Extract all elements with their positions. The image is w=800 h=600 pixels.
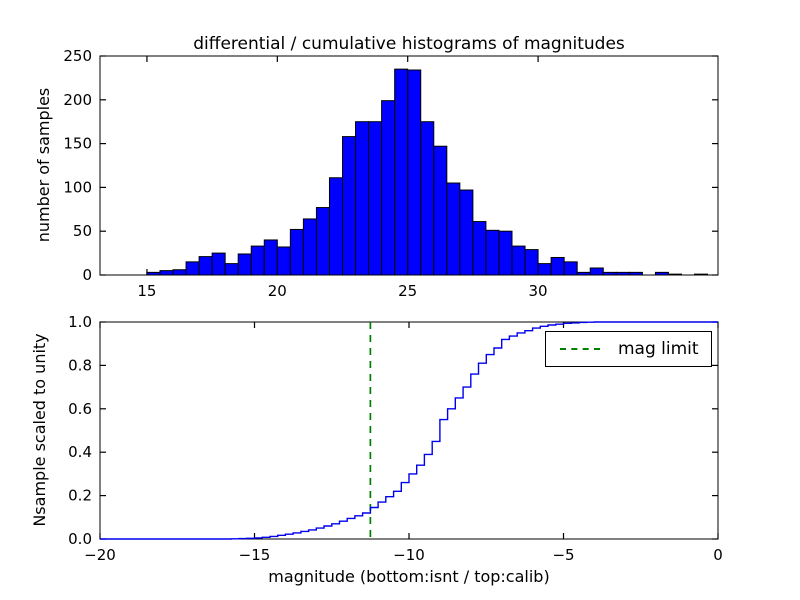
histogram-bar — [198, 256, 213, 276]
bottom-plot-axes-xtick-label: −10 — [393, 546, 425, 564]
bottom-plot-axes-xtick-label: −5 — [552, 546, 574, 564]
histogram-bar — [211, 252, 226, 276]
top-plot-axes-ytick-label: 0 — [82, 266, 92, 284]
histogram-bar — [146, 271, 161, 276]
histogram-bar — [315, 207, 330, 276]
top-plot-axes-xtick-label: 20 — [268, 282, 287, 300]
histogram-bar — [368, 121, 383, 276]
histogram-bar — [289, 228, 304, 276]
histogram-bar — [550, 256, 565, 276]
histogram-bar — [694, 273, 709, 276]
histogram-bar — [537, 263, 552, 276]
bottom-plot-axes: −20 −15 −10 −5 0 0.0 0.2 0.4 0.6 0.8 1.0 — [68, 313, 723, 564]
legend-label: mag limit — [618, 339, 699, 359]
histogram-bar — [342, 136, 357, 276]
bottom-plot-axes-xtick-label: 0 — [713, 546, 723, 564]
histogram-bar — [328, 177, 344, 276]
x-axis-label: magnitude (bottom:isnt / top:calib) — [268, 567, 550, 586]
histogram-bar — [563, 261, 578, 276]
cumulative-curve — [100, 321, 718, 540]
histogram-bar — [159, 270, 174, 276]
bottom-y-axis-label: Nsample scaled to unity — [30, 333, 49, 527]
top-plot-axes-ytick-label: 50 — [73, 222, 92, 240]
bottom-plot-axes-xtick-label: −20 — [84, 546, 116, 564]
histogram-bar — [407, 69, 422, 276]
bottom-plot-axes-xtick-label: −15 — [239, 546, 271, 564]
histogram-bar — [524, 249, 539, 276]
histogram-bar — [511, 245, 526, 276]
histogram-bar — [472, 221, 487, 276]
histogram-bar — [628, 271, 643, 276]
histogram-bar — [420, 121, 435, 276]
histogram-bar — [302, 218, 317, 276]
histogram-bar — [172, 269, 187, 276]
bottom-plot-axes-ytick-label: 0.0 — [68, 530, 92, 548]
histogram-bar — [185, 261, 200, 276]
bottom-plot-axes-ytick-label: 0.4 — [68, 443, 92, 461]
histogram-bar — [446, 182, 461, 276]
bottom-plot-axes-ytick-label: 0.2 — [68, 487, 92, 505]
legend-dash-sample — [560, 348, 600, 350]
top-plot-axes-xtick-label: 25 — [398, 282, 417, 300]
histogram-bar — [394, 68, 409, 276]
histogram-bar — [263, 239, 278, 276]
histogram-bar — [654, 271, 669, 276]
legend: mag limit — [545, 331, 712, 367]
histogram-bar — [224, 263, 239, 276]
bottom-plot-axes-ytick-label: 0.8 — [68, 356, 92, 374]
top-plot-axes-ytick-label: 200 — [63, 91, 92, 109]
histogram-bar — [615, 271, 630, 276]
histogram-bars — [146, 68, 709, 276]
histogram-bar — [433, 145, 448, 276]
top-plot-axes-xtick-label: 30 — [529, 282, 548, 300]
bottom-plot-axes-ytick-label: 0.6 — [68, 400, 92, 418]
top-plot-axes-ytick-label: 150 — [63, 135, 92, 153]
top-y-axis-label: number of samples — [34, 87, 53, 243]
histogram-bar — [485, 229, 500, 276]
histogram-bar — [667, 273, 682, 276]
histogram-bar — [381, 100, 396, 276]
histogram-bar — [576, 271, 591, 276]
top-plot-axes-xtick-label: 15 — [137, 282, 156, 300]
chart-title: differential / cumulative histograms of … — [193, 34, 625, 54]
histogram-bar — [498, 230, 513, 276]
histogram-bar — [355, 121, 370, 276]
histogram-bar — [602, 271, 617, 276]
histogram-bar — [589, 267, 604, 276]
histogram-bar — [459, 189, 474, 276]
histogram-bar — [276, 246, 291, 276]
histogram-bar — [250, 245, 265, 276]
bottom-plot-axes-ytick-label: 1.0 — [68, 313, 92, 331]
top-plot-axes-ytick-label: 250 — [63, 47, 92, 65]
histogram-bar — [237, 253, 252, 276]
top-plot-axes-ytick-label: 100 — [63, 178, 92, 196]
